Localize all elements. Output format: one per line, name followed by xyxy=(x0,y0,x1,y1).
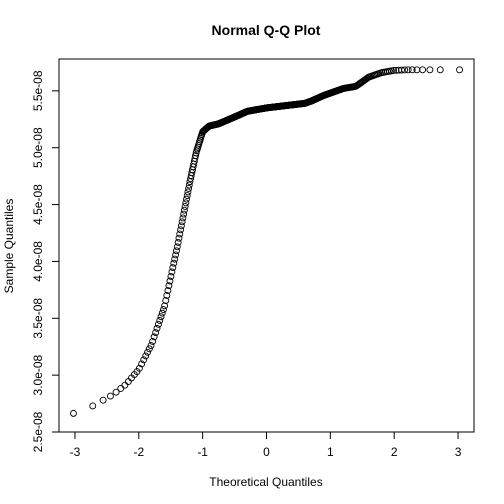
x-tick-label: 2 xyxy=(391,445,398,459)
x-tick-label: -1 xyxy=(197,445,208,459)
data-point xyxy=(185,181,193,189)
plot-frame xyxy=(58,58,475,433)
data-point xyxy=(142,352,150,360)
data-point xyxy=(182,199,190,207)
data-point xyxy=(398,66,405,74)
data-point xyxy=(177,226,185,234)
data-point xyxy=(163,292,171,299)
data-point xyxy=(149,337,157,345)
data-point xyxy=(180,210,188,218)
data-point xyxy=(158,309,166,317)
data-point xyxy=(183,192,191,199)
data-point xyxy=(178,218,186,226)
data-point xyxy=(121,381,129,389)
y-axis-label: Sample Quantiles xyxy=(2,199,16,294)
data-point xyxy=(156,317,164,324)
data-point xyxy=(99,396,107,404)
data-point xyxy=(170,259,178,267)
y-tick-label: 3.5e-08 xyxy=(31,298,45,339)
y-tick-label: 3.0e-08 xyxy=(31,354,45,395)
y-tick-label: 2.5e-08 xyxy=(31,411,45,452)
data-point xyxy=(112,388,120,396)
data-point xyxy=(166,277,174,285)
y-tick-label: 4.5e-08 xyxy=(31,184,45,225)
data-point xyxy=(177,222,185,230)
data-point xyxy=(181,203,189,210)
data-point xyxy=(89,402,97,410)
data-point xyxy=(153,324,161,332)
data-point xyxy=(176,230,184,238)
data-point xyxy=(140,356,148,364)
chart-title: Normal Q-Q Plot xyxy=(212,22,321,38)
data-point xyxy=(150,333,158,341)
data-point xyxy=(180,206,188,214)
data-point xyxy=(185,185,193,192)
data-point xyxy=(173,243,181,251)
data-point xyxy=(408,66,416,74)
data-point xyxy=(401,66,409,74)
y-tick-label: 5.5e-08 xyxy=(31,70,45,111)
x-tick-label: 3 xyxy=(455,445,462,459)
data-point xyxy=(162,297,170,305)
y-axis: 2.5e-08 3.0e-08 3.5e-08 4.0e-08 4.5e-08 5.0e-… xyxy=(31,70,60,452)
data-point xyxy=(168,268,176,276)
data-point xyxy=(147,342,155,349)
data-point xyxy=(124,378,132,386)
data-point xyxy=(184,188,192,196)
data-point xyxy=(172,247,180,255)
data-point xyxy=(152,329,160,336)
data-point xyxy=(171,255,179,263)
data-points xyxy=(70,66,463,417)
data-point xyxy=(390,67,398,74)
data-point xyxy=(183,195,190,203)
data-point xyxy=(192,152,199,160)
data-point xyxy=(426,66,434,74)
data-point xyxy=(145,345,153,353)
x-tick-label: -2 xyxy=(133,445,144,459)
data-point xyxy=(106,392,114,400)
data-point xyxy=(159,306,167,314)
data-point xyxy=(404,66,412,74)
data-point xyxy=(174,238,182,246)
y-tick-label: 4.0e-08 xyxy=(31,241,45,282)
data-point xyxy=(169,264,177,271)
x-tick-label: 0 xyxy=(263,445,270,459)
data-point xyxy=(175,234,183,242)
x-axis-label: Theoretical Quantiles xyxy=(209,475,322,489)
data-point xyxy=(117,384,125,392)
data-point xyxy=(172,251,180,259)
x-axis: -3 -2 -1 0 1 2 3 xyxy=(70,431,462,459)
data-point xyxy=(154,320,162,328)
data-point xyxy=(138,360,146,368)
data-point xyxy=(70,409,77,417)
data-point xyxy=(161,302,169,310)
x-tick-label: 1 xyxy=(327,445,334,459)
data-point xyxy=(419,66,427,74)
data-point xyxy=(144,348,152,356)
data-point xyxy=(179,214,187,222)
y-tick-label: 5.0e-08 xyxy=(31,127,45,168)
data-point xyxy=(436,66,444,74)
data-point xyxy=(164,287,172,294)
x-tick-label: -3 xyxy=(70,445,81,459)
data-point xyxy=(392,66,400,74)
data-point xyxy=(167,272,175,280)
data-point xyxy=(456,66,463,74)
data-point xyxy=(157,313,165,321)
data-point xyxy=(135,364,143,372)
data-point xyxy=(165,282,173,290)
